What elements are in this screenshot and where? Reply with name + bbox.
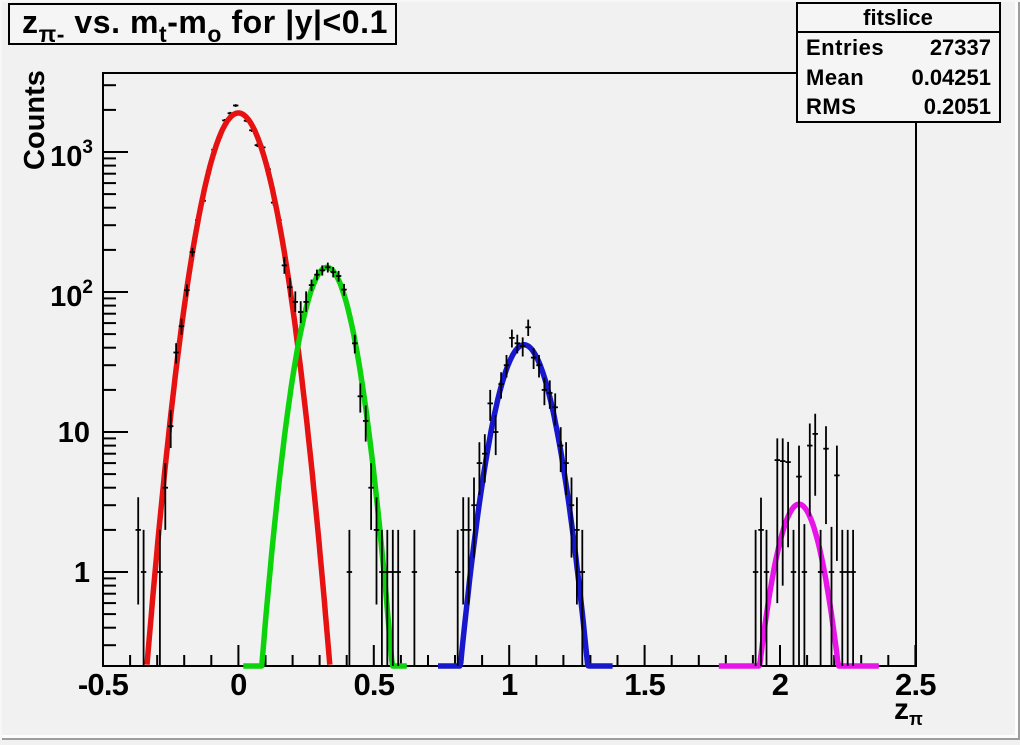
svg-text:zπ- vs. mt-mo for |y|<0.1: zπ- vs. mt-mo for |y|<0.1 [22, 4, 388, 47]
svg-text:0: 0 [230, 667, 246, 702]
svg-text:0.04251: 0.04251 [911, 65, 991, 90]
svg-text:1: 1 [74, 557, 90, 589]
svg-text:Counts: Counts [19, 70, 51, 170]
svg-text:fitslice: fitslice [863, 5, 933, 30]
svg-text:0.2051: 0.2051 [924, 94, 991, 119]
svg-text:-0.5: -0.5 [78, 667, 129, 702]
svg-text:RMS: RMS [806, 94, 856, 119]
svg-text:1: 1 [501, 667, 518, 702]
svg-text:Mean: Mean [806, 65, 864, 90]
svg-text:Entries: Entries [806, 35, 884, 60]
svg-text:2: 2 [772, 667, 788, 702]
svg-text:10: 10 [58, 417, 90, 449]
svg-text:1.5: 1.5 [624, 667, 665, 702]
svg-text:2.5: 2.5 [895, 667, 936, 702]
svg-text:0.5: 0.5 [353, 667, 394, 702]
svg-text:27337: 27337 [930, 35, 991, 60]
